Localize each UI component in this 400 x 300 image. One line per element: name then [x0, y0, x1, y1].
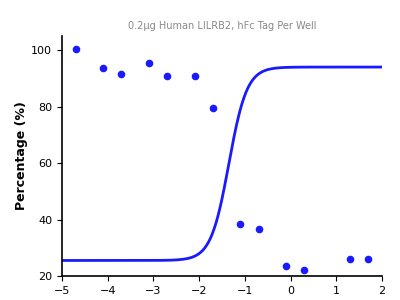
Point [210, 106, 216, 110]
Y-axis label: Percentage (%): Percentage (%) [16, 102, 28, 210]
Title: 0.2μg Human LILRB2, hFc Tag Per Well: 0.2μg Human LILRB2, hFc Tag Per Well [128, 21, 316, 31]
Point [283, 264, 289, 268]
Point [100, 66, 106, 71]
Point [365, 257, 372, 262]
Point [146, 60, 152, 65]
Point [347, 257, 353, 262]
Point [164, 73, 170, 78]
Point [192, 73, 198, 78]
Point [256, 227, 262, 232]
Point [72, 46, 79, 51]
Point [118, 72, 125, 76]
Point [237, 221, 244, 226]
Point [301, 268, 308, 273]
